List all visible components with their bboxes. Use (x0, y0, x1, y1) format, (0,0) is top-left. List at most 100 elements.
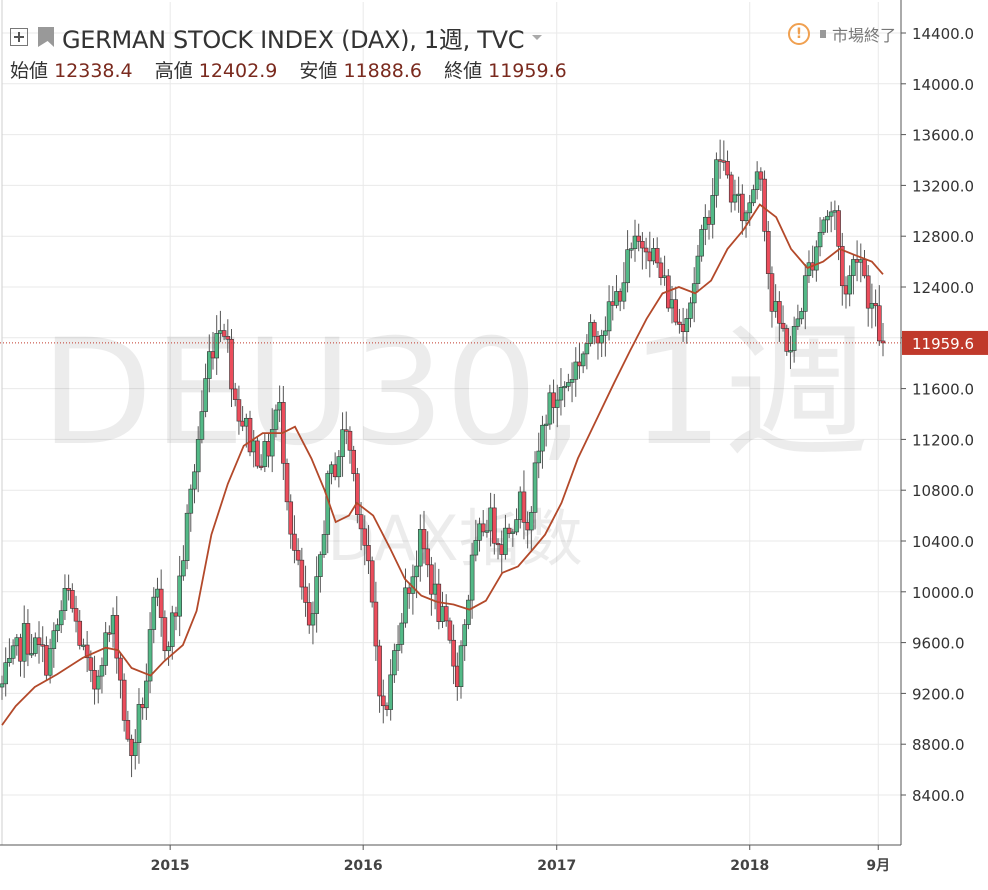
candle-body (14, 637, 20, 647)
candle-body (192, 471, 197, 490)
candle-body (636, 235, 641, 242)
open-label: 始値 (10, 60, 49, 82)
candle-body (147, 629, 153, 682)
expand-icon[interactable] (10, 28, 28, 46)
candle-body (155, 588, 160, 598)
candle-body (303, 586, 308, 603)
candle-body (469, 554, 475, 601)
candle-body (33, 637, 38, 654)
market-status[interactable]: ! 市場終了 (787, 22, 896, 46)
candle-body (273, 409, 279, 430)
candle-body (277, 402, 282, 411)
y-tick-label: 9600.0 (912, 635, 965, 653)
candle-body (55, 624, 60, 632)
candle-body (725, 161, 730, 176)
candle-body (839, 245, 845, 287)
candle-body (10, 645, 16, 659)
y-tick-label: 12400.0 (912, 279, 974, 297)
candle-body (688, 302, 693, 319)
candle-body (262, 441, 268, 467)
candlesticks (0, 139, 886, 778)
candle-body (588, 322, 593, 344)
chevron-down-icon[interactable] (532, 34, 543, 40)
candle-body (199, 411, 205, 440)
candle-body (821, 219, 827, 233)
y-tick-label: 10800.0 (912, 482, 974, 500)
candle-body (58, 610, 64, 626)
candle-body (506, 527, 512, 534)
candle-body (380, 695, 386, 707)
candle-body (44, 645, 49, 676)
candle-body (858, 259, 864, 263)
candle-body (236, 399, 242, 422)
y-tick-label: 13200.0 (912, 177, 974, 195)
candle-body (343, 429, 349, 432)
candle-body (292, 533, 297, 551)
candle-body (232, 388, 238, 400)
candle-body (210, 351, 216, 359)
candle-body (773, 301, 778, 312)
candle-body (477, 523, 482, 541)
candle-body (29, 653, 34, 656)
candle-body (399, 622, 405, 645)
candle-body (351, 449, 356, 474)
candle-body (162, 617, 168, 652)
candle-body (184, 512, 190, 562)
candle-body (336, 456, 342, 478)
candle-body (140, 704, 145, 709)
candle-body (695, 255, 701, 284)
candle-body (247, 417, 253, 453)
candle-body (573, 361, 579, 380)
candle-body (107, 632, 112, 635)
candle-body (214, 333, 219, 359)
candle-body (51, 630, 57, 649)
candle-body (421, 529, 427, 550)
candle-body (832, 210, 838, 213)
candle-body (836, 210, 841, 247)
candle-body (721, 160, 727, 163)
candle-body (92, 670, 97, 690)
candle-body (610, 301, 616, 306)
candle-body (417, 529, 423, 567)
candle-body (129, 738, 134, 756)
candle-body (654, 248, 660, 264)
candle-body (132, 742, 138, 756)
candle-body (747, 202, 753, 214)
candle-body (806, 262, 812, 277)
symbol-header[interactable]: GERMAN STOCK INDEX (DAX), 1週, TVC (10, 22, 543, 54)
x-tick-label: 2016 (344, 858, 383, 874)
candle-body (791, 326, 797, 351)
low-value: 11888.6 (343, 60, 423, 82)
y-tick-label: 11600.0 (912, 381, 974, 399)
candle-body (36, 637, 42, 645)
symbol-title[interactable]: GERMAN STOCK INDEX (DAX), 1週, TVC (62, 25, 525, 54)
candle-body (458, 645, 464, 688)
candle-body (318, 554, 323, 577)
candle-body (181, 560, 186, 577)
high-label: 高値 (154, 60, 193, 82)
y-tick-label: 14000.0 (912, 76, 974, 94)
candle-body (84, 644, 90, 659)
candle-body (25, 623, 31, 655)
candle-body (95, 675, 101, 690)
candle-body (862, 259, 867, 277)
warning-icon[interactable]: ! (787, 23, 810, 45)
candle-body (169, 612, 175, 647)
candle-body (329, 464, 334, 474)
candle-body (754, 171, 760, 190)
candle-body (514, 519, 519, 533)
candle-body (554, 399, 560, 408)
moving-average-line (1, 203, 884, 726)
candle-body (151, 596, 157, 630)
candle-body (3, 662, 9, 685)
candle-body (784, 328, 790, 352)
candle-body (769, 273, 775, 312)
candle-body (462, 624, 468, 647)
candle-body (728, 174, 734, 203)
candle-body (632, 235, 638, 249)
candle-body (828, 211, 834, 217)
candle-body (70, 590, 75, 609)
candle-body (314, 576, 319, 614)
y-tick-label: 14400.0 (912, 25, 974, 43)
